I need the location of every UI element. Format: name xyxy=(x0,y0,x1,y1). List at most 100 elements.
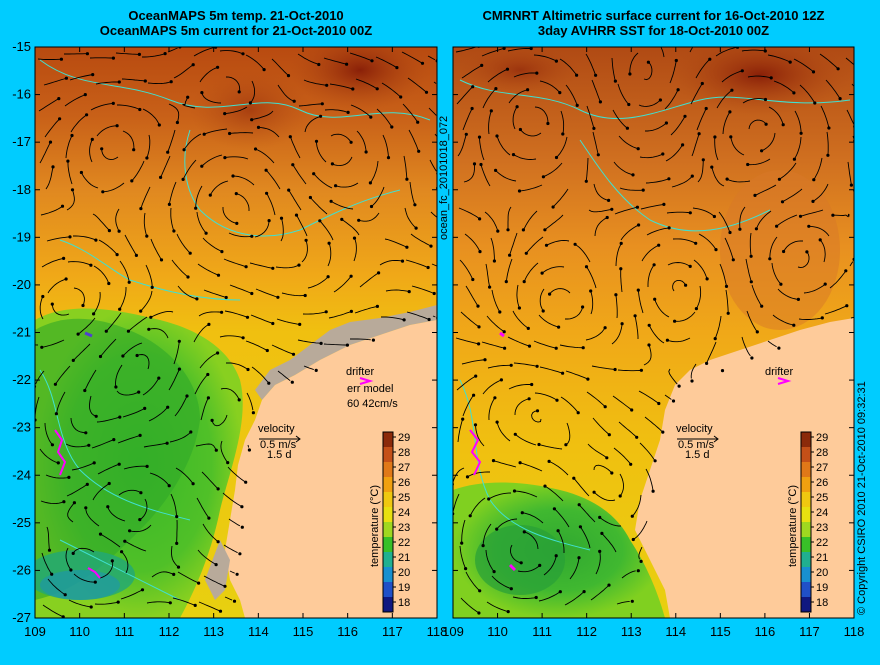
streamline-head xyxy=(598,550,601,553)
streamline-head xyxy=(741,69,744,72)
streamline-head xyxy=(226,461,229,464)
streamline-head xyxy=(370,59,373,62)
streamline-head xyxy=(620,242,623,245)
streamline-head xyxy=(334,184,337,187)
streamline-head xyxy=(493,259,496,262)
streamline-head xyxy=(195,297,198,300)
streamline-head xyxy=(433,292,436,295)
streamline-head xyxy=(106,505,109,508)
streamline-head xyxy=(387,156,390,159)
streamline-head xyxy=(710,166,713,169)
colorbar-swatch xyxy=(383,477,393,492)
streamline-head xyxy=(223,112,226,115)
lat-tick-label: -20 xyxy=(12,277,31,292)
streamline-head xyxy=(235,192,238,195)
streamline-head xyxy=(117,601,120,604)
streamline-head xyxy=(730,89,733,92)
streamline-head xyxy=(369,181,372,184)
streamline-head xyxy=(108,229,111,232)
streamline-head xyxy=(128,281,131,284)
colorbar-swatch xyxy=(801,507,811,522)
colorbar-tick-label: 24 xyxy=(398,507,410,519)
streamline-head xyxy=(714,248,717,251)
streamline xyxy=(248,445,249,448)
streamline-head xyxy=(330,200,333,203)
streamline-head xyxy=(178,340,181,343)
streamline-head xyxy=(118,416,121,419)
streamline-head xyxy=(144,79,147,82)
streamline-head xyxy=(139,434,142,437)
streamline-head xyxy=(215,563,218,566)
streamline-head xyxy=(781,200,784,203)
colorbar-tick-label: 25 xyxy=(816,492,828,504)
streamline-head xyxy=(207,323,210,326)
streamline-head xyxy=(640,369,643,372)
streamline-head xyxy=(200,91,203,94)
streamline-head xyxy=(305,239,308,242)
streamline-head xyxy=(593,491,596,494)
streamline-head xyxy=(732,258,735,261)
streamline-head xyxy=(813,101,816,104)
streamline-head xyxy=(315,140,318,143)
streamline-head xyxy=(701,82,704,85)
streamline-head xyxy=(205,232,208,235)
streamline-head xyxy=(350,310,353,313)
streamline-head xyxy=(654,459,657,462)
streamline-head xyxy=(482,544,485,547)
velocity-days-right: 1.5 d xyxy=(685,449,709,461)
streamline-head xyxy=(614,80,617,83)
lon-tick-label: 112 xyxy=(159,624,180,639)
streamline-head xyxy=(112,102,115,105)
streamline-head xyxy=(293,100,296,103)
streamline-head xyxy=(401,260,404,263)
streamline-head xyxy=(666,339,669,342)
streamline-head xyxy=(681,143,684,146)
streamline-head xyxy=(483,358,486,361)
streamline-head xyxy=(130,179,133,182)
streamline-head xyxy=(824,283,827,286)
streamline-head xyxy=(118,463,121,466)
streamline-head xyxy=(146,465,149,468)
streamline-head xyxy=(522,228,525,231)
streamline-head xyxy=(799,215,802,218)
streamline-head xyxy=(604,326,607,329)
streamline-head xyxy=(216,66,219,69)
streamline-head xyxy=(370,205,373,208)
streamline-head xyxy=(577,556,580,559)
streamline-head xyxy=(768,257,771,260)
colorbar-tick-label: 20 xyxy=(398,567,410,579)
streamline-head xyxy=(713,135,716,138)
streamline-head xyxy=(494,169,497,172)
streamline-head xyxy=(62,257,65,260)
streamline-head xyxy=(530,383,533,386)
streamline-head xyxy=(792,324,795,327)
streamline-head xyxy=(495,134,498,137)
streamline-head xyxy=(755,227,758,230)
velocity-label-right: velocity xyxy=(676,423,713,435)
streamline-head xyxy=(555,347,558,350)
streamline-head xyxy=(128,529,131,532)
streamline-head xyxy=(598,516,601,519)
streamline-head xyxy=(84,506,87,509)
streamline-head xyxy=(496,421,499,424)
streamline-head xyxy=(298,323,301,326)
streamline-head xyxy=(807,225,810,228)
streamline-head xyxy=(351,87,354,90)
streamline-head xyxy=(219,610,222,613)
forecast-id-label: ocean_fc_20101018_072 xyxy=(438,116,450,240)
streamline-head xyxy=(101,190,104,193)
streamline-head xyxy=(365,150,368,153)
streamline-head xyxy=(206,373,209,376)
streamline-head xyxy=(189,252,192,255)
streamline-head xyxy=(839,97,842,100)
streamline-head xyxy=(637,223,640,226)
colorbar-tick-label: 20 xyxy=(816,567,828,579)
streamline-head xyxy=(854,65,857,68)
streamline-head xyxy=(770,76,773,79)
colorbar-swatch xyxy=(383,567,393,582)
streamline-head xyxy=(77,333,80,336)
lon-tick-label: 110 xyxy=(69,624,90,639)
streamline-head xyxy=(793,158,796,161)
streamline-head xyxy=(72,359,75,362)
streamline-head xyxy=(160,258,163,261)
